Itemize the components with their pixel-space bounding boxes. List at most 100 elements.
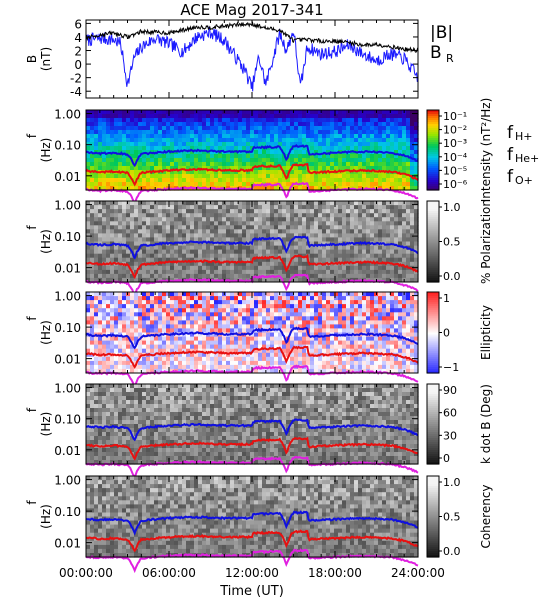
panel-2-ylabel: f (25, 133, 39, 138)
panel-2-ytick-label: 0.10 (54, 139, 81, 153)
colorbar-5-segment (427, 530, 439, 534)
colorbar-3-segment (427, 368, 439, 372)
panel-1-ytick-label: 4 (74, 31, 82, 45)
colorbar-4-segment (427, 392, 439, 395)
colorbar-2-segment (427, 239, 439, 243)
colorbar-4-segment (427, 436, 439, 439)
panel-3-ytick-label: 1.00 (54, 199, 81, 213)
figure-title: ACE Mag 2017-341 (180, 1, 323, 19)
colorbar-3-segment (427, 324, 439, 328)
colorbar-5-segment (427, 476, 439, 479)
colorbar-2-segment (427, 203, 439, 206)
colorbar-5-segment (427, 542, 439, 546)
colorbar-5-label: Coherency (479, 484, 493, 548)
colorbar-1-segment (427, 172, 439, 175)
colorbar-3-segment (427, 328, 439, 332)
colorbar-2-segment (427, 255, 439, 259)
colorbar-3-segment (427, 332, 439, 336)
colorbar-5-tick-label: 0.0 (443, 545, 461, 558)
colorbar-2-segment (427, 235, 439, 239)
colorbar-3-segment (427, 338, 439, 342)
colorbar-4-segment (427, 398, 439, 401)
colorbar-3-segment (427, 304, 439, 307)
colorbar-3-segment (427, 346, 439, 350)
colorbar-1-segment (427, 136, 439, 139)
colorbar-3-segment (427, 360, 439, 364)
colorbar-3-segment (427, 366, 439, 370)
colorbar-2-segment (427, 225, 439, 228)
colorbar-5-segment (427, 490, 439, 493)
colorbar-4-segment (427, 408, 439, 411)
panel-2-ytick-label: 1.00 (54, 108, 81, 122)
colorbar-1-tick-label: 10⁻² (443, 124, 467, 137)
panel-6-ylabel-unit: (Hz) (39, 504, 53, 529)
colorbar-1-segment (427, 144, 439, 147)
colorbar-5-segment (427, 524, 439, 528)
colorbar-5-segment (427, 520, 439, 524)
colorbar-4-segment (427, 424, 439, 427)
colorbar-1-segment (427, 130, 439, 133)
panel-1-ytick-label: 0 (74, 58, 82, 72)
panel-3-ylabel: f (25, 225, 39, 230)
colorbar-4-segment (427, 414, 439, 417)
colorbar-5-tick-label: 1.0 (443, 476, 461, 489)
panel-1-ylabel-unit: (nT) (39, 47, 53, 71)
colorbar-4-segment (427, 410, 439, 413)
panel-5-ytick-label: 0.10 (54, 413, 81, 427)
colorbar-2-segment (427, 245, 439, 249)
panel-3-ytick-label: 0.01 (54, 262, 81, 276)
colorbar-2-segment (427, 213, 439, 216)
colorbar-1-segment (427, 118, 439, 121)
colorbar-2-segment (427, 253, 439, 257)
colorbar-5-segment (427, 544, 439, 548)
colorbar-5-segment (427, 516, 439, 520)
colorbar-4-segment (427, 432, 439, 435)
panel-3-ylabel-unit: (Hz) (39, 229, 53, 254)
legend-b-magnitude: |B| (430, 23, 453, 43)
legend-ion-h-subscript: H+ (515, 130, 533, 143)
colorbar-4-segment (427, 452, 439, 455)
line-b-radial (85, 26, 419, 92)
colorbar-1-segment (427, 140, 439, 143)
colorbar-2-segment (427, 231, 439, 234)
colorbar-5-segment (427, 496, 439, 499)
colorbar-5-segment (427, 504, 439, 507)
colorbar-1-segment (427, 110, 439, 113)
colorbar-2-segment (427, 251, 439, 255)
colorbar-3-segment (427, 342, 439, 346)
colorbar-4-segment (427, 430, 439, 433)
colorbar-2-segment (427, 259, 439, 263)
colorbar-3-segment (427, 308, 439, 311)
colorbar-2-tick-label: 1.0 (443, 201, 461, 214)
colorbar-1-segment (427, 164, 439, 167)
colorbar-4-segment (427, 420, 439, 423)
colorbar-3-segment (427, 310, 439, 313)
colorbar-4-label: k dot B (Deg) (479, 384, 493, 464)
colorbar-4-segment (427, 422, 439, 425)
x-axis-label: Time (UT) (219, 584, 284, 599)
colorbar-5-segment (427, 508, 439, 512)
x-tick-label: 24:00:00 (391, 566, 445, 580)
panel-5-ylabel-unit: (Hz) (39, 412, 53, 437)
spectrogram-3 (86, 292, 419, 374)
colorbar-2-segment (427, 249, 439, 253)
panel-4-ylabel: f (25, 316, 39, 321)
colorbar-1-segment (427, 188, 439, 191)
colorbar-1-segment (427, 166, 439, 169)
colorbar-5-segment (427, 528, 439, 532)
colorbar-4-segment (427, 448, 439, 451)
panel-6-ytick-label: 0.01 (54, 537, 81, 551)
legend-ion-o-subscript: O+ (515, 174, 533, 187)
colorbar-4-segment (427, 384, 439, 387)
colorbar-3-segment (427, 322, 439, 325)
colorbar-3-segment (427, 354, 439, 358)
colorbar-4-segment (427, 426, 439, 429)
colorbar-3-segment (427, 312, 439, 315)
colorbar-2-segment (427, 241, 439, 245)
colorbar-4-tick-label: 30 (443, 429, 457, 442)
colorbar-5-segment (427, 500, 439, 503)
colorbar-2-segment (427, 201, 439, 204)
colorbar-1-segment (427, 112, 439, 115)
colorbar-4-segment (427, 416, 439, 419)
